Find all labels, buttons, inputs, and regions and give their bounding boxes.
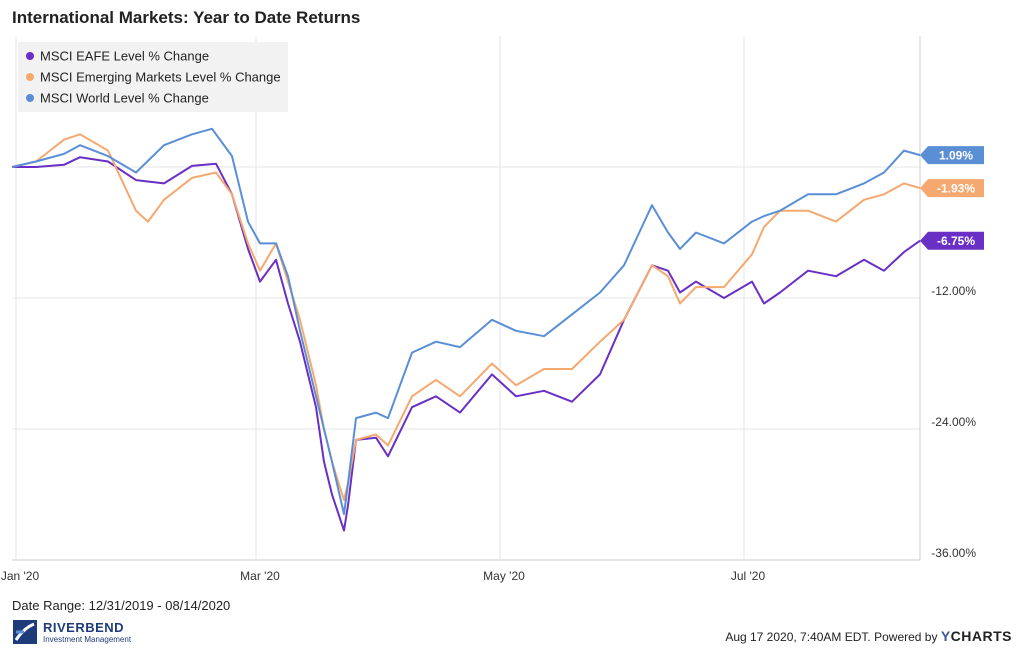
legend: MSCI EAFE Level % Change MSCI Emerging Ma… [18, 42, 288, 112]
end-label-flag-1 [920, 179, 984, 198]
end-label-0: -6.75% [937, 234, 975, 248]
series-line-1 [11, 133, 921, 501]
end-value-labels: -6.75% -1.93% 1.09% [920, 146, 984, 250]
end-label-2: 1.09% [939, 149, 973, 163]
legend-marker-0 [26, 52, 34, 60]
ycharts-logo: YCHARTS [941, 628, 1012, 644]
legend-label-2: MSCI World Level % Change [40, 91, 209, 106]
source-footer: Aug 17 2020, 7:40AM EDT. Powered by YCHA… [725, 628, 1012, 644]
y-axis: -12.00% -24.00% -36.00% [931, 284, 976, 560]
x-tick-label: Jan '20 [1, 569, 40, 583]
legend-marker-2 [26, 94, 34, 102]
series-line-0 [12, 156, 921, 532]
end-label-flag-2 [920, 146, 984, 165]
x-tick-label: Mar '20 [240, 569, 280, 583]
series-line-2 [11, 127, 921, 516]
y-tick-label: -12.00% [931, 284, 976, 298]
line-chart: Jan '20 Mar '20 May '20 Jul '20 -12.00% -24.… [1, 36, 984, 583]
ycharts-logo-y: Y [940, 628, 951, 644]
end-label-flag-0 [920, 231, 984, 250]
powered-by: Powered by [874, 630, 938, 644]
y-tick-label: -24.00% [931, 415, 976, 429]
legend-label-0: MSCI EAFE Level % Change [40, 49, 209, 64]
series-lines [11, 127, 921, 532]
legend-box [18, 42, 288, 112]
legend-label-1: MSCI Emerging Markets Level % Change [40, 70, 281, 85]
chart-title: International Markets: Year to Date Retu… [12, 8, 361, 27]
logo-subtitle: Investment Management [43, 635, 132, 644]
logo-name: RIVERBEND [43, 620, 125, 635]
riverbend-logo: RIVERBEND Investment Management [12, 618, 152, 646]
grid-lines [12, 36, 921, 561]
end-label-1: -1.93% [937, 182, 975, 196]
x-tick-label: Jul '20 [731, 569, 766, 583]
riverbend-logo-icon [13, 620, 37, 644]
legend-marker-1 [26, 73, 34, 81]
x-tick-label: May '20 [483, 569, 525, 583]
date-range: Date Range: 12/31/2019 - 08/14/2020 [12, 598, 231, 613]
ycharts-logo-rest: CHARTS [950, 628, 1012, 644]
y-tick-label: -36.00% [931, 546, 976, 560]
timestamp: Aug 17 2020, 7:40AM EDT. [725, 630, 871, 644]
x-axis: Jan '20 Mar '20 May '20 Jul '20 [1, 569, 766, 583]
